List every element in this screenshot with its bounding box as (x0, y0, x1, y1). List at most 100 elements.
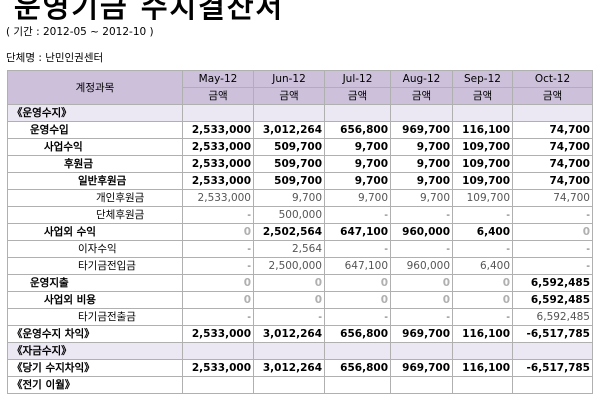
table-row: 운영지출 0 0 0 0 0 6,592,485 (7, 274, 593, 292)
amount-header: 금액 (182, 87, 254, 105)
amount-cell: 0 (452, 274, 513, 292)
amount-cell (452, 376, 513, 394)
amount-cell (324, 376, 391, 394)
amount-cell (182, 376, 254, 394)
amount-header: 금액 (253, 87, 325, 105)
table-row: 《자금수지》 (7, 342, 593, 360)
amount-cell: 960,000 (390, 223, 453, 241)
amount-cell: 9,700 (390, 172, 453, 190)
amount-cell: - (182, 206, 254, 224)
amount-cell (452, 104, 513, 122)
amount-cell: - (452, 308, 513, 326)
amount-header-row: 금액 금액 금액 금액 금액 금액 (8, 87, 593, 105)
account-name-cell: 이자수익 (7, 240, 183, 258)
account-name-cell: 개인후원금 (7, 189, 183, 207)
amount-cell: 656,800 (324, 121, 391, 139)
amount-cell: 109,700 (452, 155, 513, 173)
amount-cell: 74,700 (512, 155, 593, 173)
amount-cell (452, 342, 513, 360)
account-name-cell: 단체후원금 (7, 206, 183, 224)
table-row: 《당기 수지차익》 2,533,000 3,012,264 656,800 969,70… (7, 359, 593, 377)
amount-cell: 0 (452, 291, 513, 309)
amount-cell: 0 (324, 274, 391, 292)
amount-cell: 647,100 (324, 257, 391, 275)
month-header-row: 계정과목 May-12 Jun-12 Jul-12 Aug-12 Sep-12 … (7, 70, 593, 105)
amount-cell: 2,533,000 (182, 121, 254, 139)
amount-cell: 509,700 (253, 155, 325, 173)
amount-cell (324, 342, 391, 360)
account-name-cell: 《전기 이월》 (7, 376, 183, 394)
amount-cell: - (512, 240, 593, 258)
amount-cell: 6,400 (452, 257, 513, 275)
amount-cell: - (512, 257, 593, 275)
amount-cell: - (452, 240, 513, 258)
amount-header: 금액 (390, 87, 453, 105)
amount-cell: 509,700 (253, 172, 325, 190)
amount-cell: 116,100 (452, 325, 513, 343)
amount-cell: - (390, 240, 453, 258)
amount-cell: 6,592,485 (512, 291, 593, 309)
document-title: 운영기금 수지결산서 (14, 0, 285, 24)
month-header: May-12 (182, 70, 254, 88)
amount-cell: 0 (324, 291, 391, 309)
amount-cell (512, 104, 593, 122)
amount-cell (253, 104, 325, 122)
amount-cell: 9,700 (390, 189, 453, 207)
amount-cell (324, 104, 391, 122)
amount-cell: 3,012,264 (253, 121, 325, 139)
amount-cell: 2,564 (253, 240, 325, 258)
amount-cell: -6,517,785 (512, 325, 593, 343)
amount-cell: - (390, 206, 453, 224)
amount-cell: 74,700 (512, 172, 593, 190)
amount-cell: 969,700 (390, 359, 453, 377)
amount-cell: - (253, 308, 325, 326)
amount-cell: - (512, 206, 593, 224)
account-name-cell: 후원금 (7, 155, 183, 173)
table-body: 《운영수지》 운영수입 2,533,000 3,012,264 656,800 969,7… (7, 104, 593, 394)
table-row: 《운영수지》 (7, 104, 593, 122)
amount-cell: 109,700 (452, 189, 513, 207)
amount-cell (512, 342, 593, 360)
amount-cell: - (324, 308, 391, 326)
amount-header: 금액 (512, 87, 593, 105)
amount-cell: - (324, 240, 391, 258)
amount-cell: 0 (253, 291, 325, 309)
amount-header: 금액 (452, 87, 513, 105)
amount-cell (512, 376, 593, 394)
table-row: 《운영수지 차익》 2,533,000 3,012,264 656,800 969,70… (7, 325, 593, 343)
table-row: 후원금 2,533,000 509,700 9,700 9,700 109,700 74,7… (7, 155, 593, 173)
amount-header: 금액 (324, 87, 391, 105)
table-row: 타기금전입금 -2,500,000 647,100 960,000 6,400- (7, 257, 593, 275)
amount-cell: 2,533,000 (182, 189, 254, 207)
account-name-cell: 타기금전출금 (7, 308, 183, 326)
amount-cell (390, 104, 453, 122)
amount-cell: 0 (390, 291, 453, 309)
amount-cell: 2,502,564 (253, 223, 325, 241)
account-name-cell: 《자금수지》 (7, 342, 183, 360)
account-name-cell: 운영수입 (7, 121, 183, 139)
account-name-cell: 《운영수지 차익》 (7, 325, 183, 343)
amount-cell (182, 342, 254, 360)
amount-cell: 0 (182, 223, 254, 241)
amount-cell: 9,700 (390, 155, 453, 173)
amount-cell: 2,533,000 (182, 155, 254, 173)
month-header: Oct-12 (512, 70, 593, 88)
amount-cell: 109,700 (452, 172, 513, 190)
amount-cell: 656,800 (324, 325, 391, 343)
amount-cell: - (182, 257, 254, 275)
amount-cell (253, 376, 325, 394)
amount-cell: - (324, 206, 391, 224)
account-name-cell: 《운영수지》 (7, 104, 183, 122)
amount-cell: - (182, 308, 254, 326)
amount-cell: 74,700 (512, 189, 593, 207)
amount-cell: 0 (182, 291, 254, 309)
amount-cell: 960,000 (390, 257, 453, 275)
amount-cell: 2,533,000 (182, 138, 254, 156)
account-name-cell: 타기금전입금 (7, 257, 183, 275)
account-name-cell: 사업외 수익 (7, 223, 183, 241)
amount-cell: 0 (182, 274, 254, 292)
table-row: 사업수익 2,533,000 509,700 9,700 9,700 109,700 74,… (7, 138, 593, 156)
amount-cell: 9,700 (324, 172, 391, 190)
amount-cell: 969,700 (390, 325, 453, 343)
account-header: 계정과목 (7, 70, 183, 105)
